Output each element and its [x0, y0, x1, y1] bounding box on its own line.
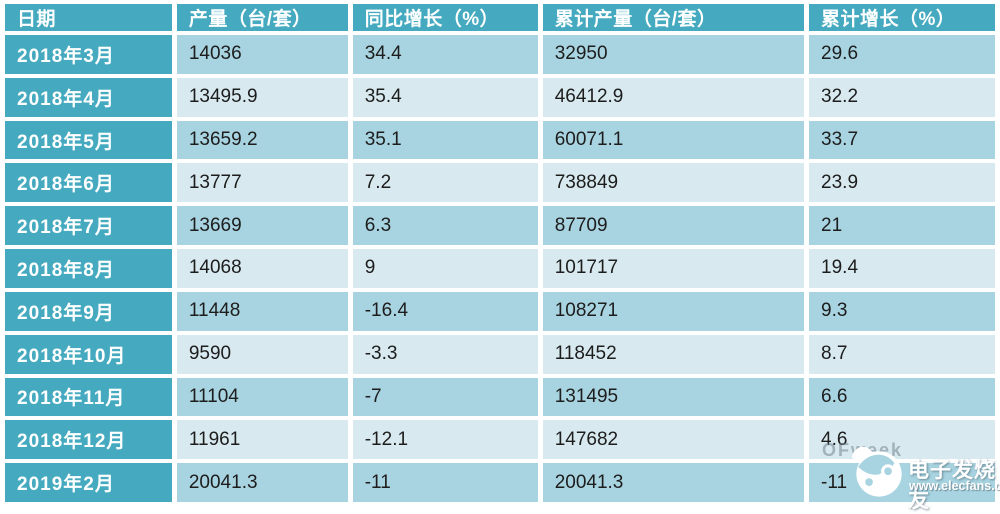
yoy-growth-cell: 34.4 — [352, 35, 538, 74]
date-cell: 2018年7月 — [5, 206, 172, 246]
date-cell: 2018年3月 — [5, 35, 172, 74]
header-cell-yoy-growth: 同比增长（%） — [352, 4, 538, 31]
table-row: 2019年2月 20041.3 -11 20041.3 -11 — [5, 463, 995, 502]
yoy-growth-cell: 35.1 — [352, 120, 538, 160]
cum-production-cell: 118452 — [542, 334, 805, 374]
production-cell: 14068 — [176, 249, 348, 288]
production-cell: 13659.2 — [176, 120, 348, 160]
header-cell-cum-growth: 累计增长（%） — [809, 4, 995, 31]
date-cell: 2018年12月 — [5, 420, 172, 460]
table-row: 2018年9月 11448 -16.4 108271 9.3 — [5, 291, 995, 331]
cum-production-cell: 108271 — [542, 291, 805, 331]
cum-growth-cell: 33.7 — [809, 120, 995, 160]
production-cell: 13669 — [176, 206, 348, 246]
date-cell: 2018年10月 — [5, 334, 172, 374]
table-row: 2018年8月 14068 9 101717 19.4 — [5, 249, 995, 288]
production-cell: 13495.9 — [176, 77, 348, 117]
production-cell: 11448 — [176, 291, 348, 331]
table-row: 2018年11月 11104 -7 131495 6.6 — [5, 377, 995, 417]
cum-growth-cell: 29.6 — [809, 35, 995, 74]
header-cell-date: 日期 — [5, 4, 172, 31]
cum-production-cell: 32950 — [542, 35, 805, 74]
table-row: 2018年5月 13659.2 35.1 60071.1 33.7 — [5, 120, 995, 160]
date-cell: 2018年4月 — [5, 77, 172, 117]
table-row: 2018年7月 13669 6.3 87709 21 — [5, 206, 995, 246]
date-cell: 2018年5月 — [5, 120, 172, 160]
date-cell: 2018年8月 — [5, 249, 172, 288]
cum-production-cell: 87709 — [542, 206, 805, 246]
table-body: 2018年3月 14036 34.4 32950 29.6 2018年4月 13… — [5, 35, 995, 502]
yoy-growth-cell: 35.4 — [352, 77, 538, 117]
table-row: 2018年4月 13495.9 35.4 46412.9 32.2 — [5, 77, 995, 117]
header-row: 日期 产量（台/套） 同比增长（%） 累计产量（台/套） 累计增长（%） — [5, 4, 995, 31]
cum-growth-cell: 8.7 — [809, 334, 995, 374]
yoy-growth-cell: 9 — [352, 249, 538, 288]
cum-growth-cell: 21 — [809, 206, 995, 246]
cum-growth-cell: 4.6 — [809, 420, 995, 460]
production-cell: 14036 — [176, 35, 348, 74]
production-cell: 11104 — [176, 377, 348, 417]
yoy-growth-cell: 7.2 — [352, 163, 538, 203]
cum-production-cell: 738849 — [542, 163, 805, 203]
date-cell: 2018年11月 — [5, 377, 172, 417]
header-cell-cum-production: 累计产量（台/套） — [542, 4, 805, 31]
date-cell: 2018年6月 — [5, 163, 172, 203]
cum-production-cell: 20041.3 — [542, 463, 805, 502]
yoy-growth-cell: 6.3 — [352, 206, 538, 246]
cum-growth-cell: 23.9 — [809, 163, 995, 203]
table-row: 2018年6月 13777 7.2 738849 23.9 — [5, 163, 995, 203]
yoy-growth-cell: -12.1 — [352, 420, 538, 460]
cum-growth-cell: 6.6 — [809, 377, 995, 417]
production-cell: 20041.3 — [176, 463, 348, 502]
cum-growth-cell: 32.2 — [809, 77, 995, 117]
production-cell: 13777 — [176, 163, 348, 203]
cum-growth-cell: -11 — [809, 463, 995, 502]
date-cell: 2019年2月 — [5, 463, 172, 502]
yoy-growth-cell: -3.3 — [352, 334, 538, 374]
production-cell: 11961 — [176, 420, 348, 460]
cum-growth-cell: 19.4 — [809, 249, 995, 288]
production-cell: 9590 — [176, 334, 348, 374]
cum-growth-cell: 9.3 — [809, 291, 995, 331]
table-row: 2018年3月 14036 34.4 32950 29.6 — [5, 35, 995, 74]
cum-production-cell: 131495 — [542, 377, 805, 417]
table-header: 日期 产量（台/套） 同比增长（%） 累计产量（台/套） 累计增长（%） — [5, 4, 995, 31]
table-row: 2018年10月 9590 -3.3 118452 8.7 — [5, 334, 995, 374]
cum-production-cell: 46412.9 — [542, 77, 805, 117]
cum-production-cell: 147682 — [542, 420, 805, 460]
yoy-growth-cell: -11 — [352, 463, 538, 502]
table-row: 2018年12月 11961 -12.1 147682 4.6 — [5, 420, 995, 460]
yoy-growth-cell: -16.4 — [352, 291, 538, 331]
cum-production-cell: 101717 — [542, 249, 805, 288]
header-cell-production: 产量（台/套） — [176, 4, 348, 31]
date-cell: 2018年9月 — [5, 291, 172, 331]
cum-production-cell: 60071.1 — [542, 120, 805, 160]
yoy-growth-cell: -7 — [352, 377, 538, 417]
